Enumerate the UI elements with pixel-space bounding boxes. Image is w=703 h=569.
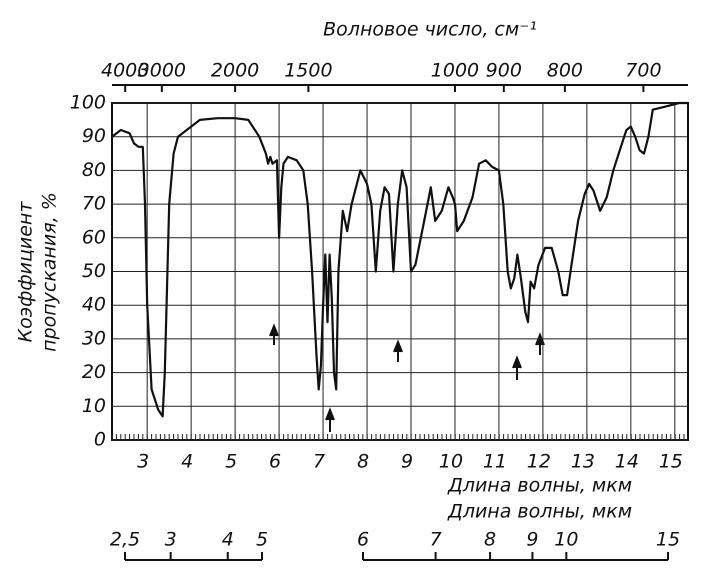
y-tick-label: 20 [82, 361, 106, 383]
x-tick-label: 8 [357, 451, 369, 473]
x2-tick-label: 3000 [138, 60, 186, 82]
x-axis-title: Длина волны, мкм [447, 475, 632, 497]
x-tick-label: 9 [401, 451, 413, 473]
x3-tick-label: 3 [165, 529, 177, 551]
arrow [269, 323, 279, 345]
arrow [512, 355, 522, 380]
y-tick-label: 50 [82, 260, 106, 282]
x2-tick-label: 700 [625, 60, 661, 82]
y-tick-label: 30 [82, 327, 106, 349]
x2-tick-label: 4000 [101, 60, 149, 82]
y-tick-label: 70 [82, 193, 106, 215]
x3-axis-title: Длина волны, мкм [447, 501, 632, 523]
x3-tick-label: 4 [222, 529, 234, 551]
x3-tick-label: 10 [554, 529, 578, 551]
x-tick-label: 13 [571, 451, 595, 473]
spectrum-line [111, 101, 688, 418]
x3-tick-label: 15 [656, 529, 680, 551]
y-tick-label: 90 [82, 125, 106, 147]
arrow [325, 407, 335, 432]
x-tick-label: 6 [269, 451, 281, 473]
y-tick-label: 0 [94, 429, 106, 451]
x2-axis-title: Волновое число, см⁻¹ [323, 19, 537, 41]
x-tick-label: 12 [527, 451, 551, 473]
x3-tick-label: 8 [484, 529, 496, 551]
x3-tick-label: 5 [256, 529, 268, 551]
x2-tick-label: 800 [547, 60, 583, 82]
x-tick-label: 14 [615, 451, 639, 473]
x3-tick-label: 2,5 [110, 529, 140, 551]
x-tick-label: 3 [137, 451, 149, 473]
x2-tick-label: 1000 [431, 60, 479, 82]
y-tick-label: 100 [70, 92, 106, 114]
y-axis-title-line: Коэффициент [15, 201, 37, 343]
y-tick-label: 80 [82, 159, 106, 181]
x3-tick-label: 6 [357, 529, 369, 551]
arrows [269, 323, 545, 432]
x2-tick-label: 1500 [284, 60, 332, 82]
arrow [393, 339, 403, 362]
x-tick-label: 15 [659, 451, 683, 473]
x-tick-label: 4 [181, 451, 193, 473]
y-tick-label: 10 [82, 395, 106, 417]
x-tick-label: 7 [313, 451, 325, 473]
x2-tick-label: 900 [486, 60, 522, 82]
x3-tick-label: 9 [526, 529, 538, 551]
x3-tick-label: 7 [430, 529, 442, 551]
y-axis-title: Коэффициент пропускания, % [15, 192, 61, 352]
x2-tick-label: 2000 [211, 60, 259, 82]
x-tick-label: 10 [439, 451, 463, 473]
y-axis-title-line: пропускания, % [39, 192, 61, 352]
x-tick-label: 5 [225, 451, 237, 473]
y-tick-label: 60 [82, 226, 106, 248]
y-tick-label: 40 [82, 294, 106, 316]
x-tick-label: 11 [483, 451, 507, 473]
